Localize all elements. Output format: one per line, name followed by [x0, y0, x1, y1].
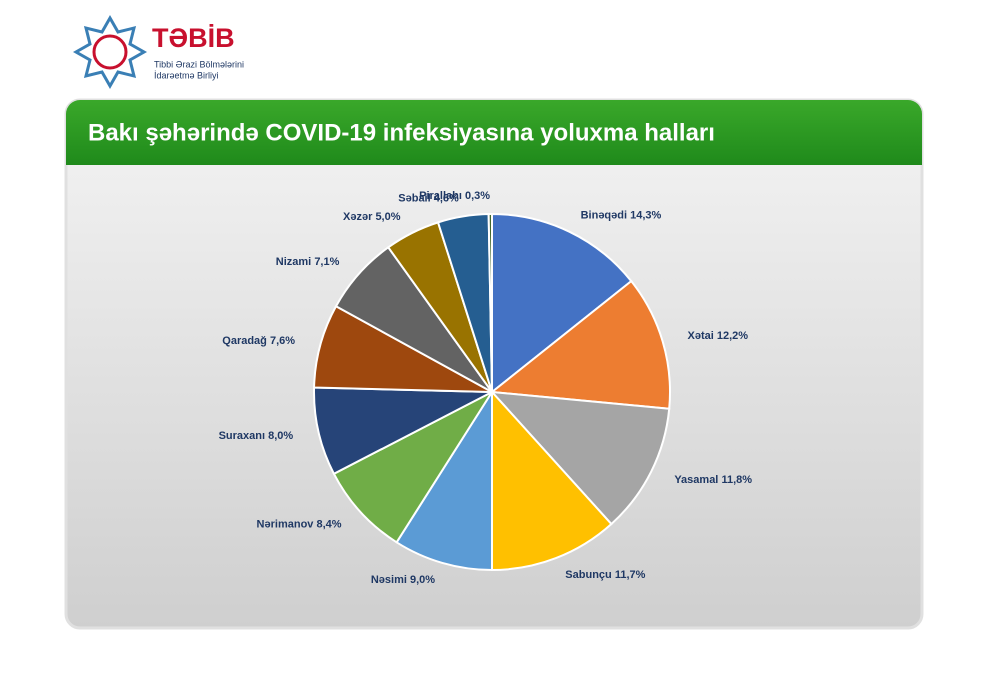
- panel-header: [66, 100, 922, 165]
- pie-slice: [395, 388, 493, 572]
- slice-label: Binəqədi 14,3%: [581, 209, 662, 221]
- slice-category: Binəqədi: [581, 209, 627, 221]
- slice-value-label: 11,7%: [615, 569, 646, 581]
- slice-value-label: 8,4%: [316, 518, 341, 530]
- slice-label: Pirallahı 0,3%: [419, 190, 490, 202]
- chart-title: Bakı şəhərində COVID-19 infeksiyasına yo…: [88, 119, 715, 146]
- slice-label: Qaradağ 7,6%: [222, 335, 295, 347]
- slice-value-label: 14,3%: [630, 209, 661, 221]
- slice-value-label: 12,2%: [717, 330, 748, 342]
- slice-label: Sabunçu 11,7%: [565, 569, 645, 581]
- logo-name: TƏBİB: [152, 23, 235, 53]
- logo-subtitle: İdarəetmə Birliyi: [154, 70, 219, 80]
- slice-label: Səbail 4,6%: [398, 193, 459, 205]
- logo: TƏBİB Tibbi Ərazi Bölmələrini İdarəetmə …: [72, 14, 244, 90]
- slice-label: Nizami 7,1%: [276, 256, 340, 268]
- slice-category: Xəzər: [343, 211, 373, 223]
- slice-category: Nizami: [276, 256, 311, 268]
- slice-category: Sabunçu: [565, 569, 611, 581]
- slice-value-label: 4,6%: [434, 193, 459, 205]
- pie-slice: [313, 386, 493, 476]
- pie-slice: [491, 389, 613, 572]
- slice-value-label: 5,0%: [375, 211, 400, 223]
- slice-label: Yasamal 11,8%: [674, 474, 752, 486]
- slice-value-label: 0,3%: [465, 190, 490, 202]
- slice-label: Xəzər 5,0%: [343, 211, 401, 223]
- pie-slice: [491, 212, 633, 395]
- pie-slice: [487, 212, 493, 393]
- slice-category: Xətai: [688, 330, 714, 342]
- slice-category: Suraxanı: [219, 430, 265, 442]
- slice-label: Suraxanı 8,0%: [219, 430, 294, 442]
- logo-crescent: [92, 34, 128, 70]
- slice-label: Nərimanov 8,4%: [257, 518, 342, 530]
- pie-slice: [489, 390, 671, 526]
- slice-value-label: 7,1%: [314, 256, 339, 268]
- slice-value-label: 11,8%: [721, 474, 752, 486]
- logo-subtitle: Tibbi Ərazi Bölmələrini: [154, 59, 244, 69]
- slice-label: Xətai 12,2%: [688, 330, 749, 342]
- logo-star: [72, 14, 148, 90]
- slice-value-label: 7,6%: [270, 335, 295, 347]
- slice-category: Nəsimi: [371, 574, 407, 586]
- pie-slice: [489, 279, 671, 410]
- slice-value-label: 9,0%: [410, 574, 435, 586]
- slice-value-label: 8,0%: [268, 430, 293, 442]
- slice-category: Səbail: [398, 193, 430, 205]
- slice-label: Nəsimi 9,0%: [371, 574, 435, 586]
- slice-category: Pirallahı: [419, 190, 462, 202]
- pie-slice: [332, 389, 495, 544]
- slice-category: Nərimanov: [257, 518, 315, 530]
- slice-category: Yasamal: [674, 474, 718, 486]
- slice-category: Qaradağ: [222, 335, 267, 347]
